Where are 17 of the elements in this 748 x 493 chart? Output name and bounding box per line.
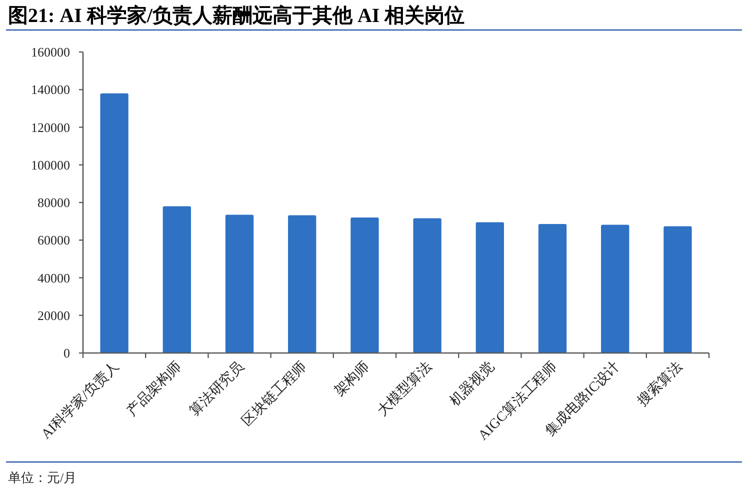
x-tick-label: AI科学家/负责人 [38, 359, 122, 442]
y-tick-label: 40000 [38, 270, 70, 286]
y-tick-label: 120000 [31, 120, 70, 135]
y-tick-label: 60000 [38, 232, 70, 248]
x-tick-label: 大模型算法 [375, 359, 436, 420]
x-tick-label: 搜索算法 [635, 359, 686, 410]
y-tick-label: 80000 [38, 195, 70, 210]
y-tick-label: 100000 [31, 157, 70, 172]
annotation: 单位：元/月 [8, 470, 77, 485]
y-tick-label: 20000 [38, 308, 70, 323]
y-tick-label: 160000 [31, 44, 70, 60]
x-tick-label: 产品架构师 [124, 359, 185, 420]
x-tick-label: 机器视觉 [448, 359, 498, 410]
x-tick-label: 架构师 [332, 359, 373, 400]
title: 图21: AI 科学家/负责人薪酬远高于其他 AI 相关岗位 [8, 5, 465, 27]
y-tick-label: 140000 [31, 82, 70, 98]
y-tick-label: 0 [64, 346, 70, 360]
